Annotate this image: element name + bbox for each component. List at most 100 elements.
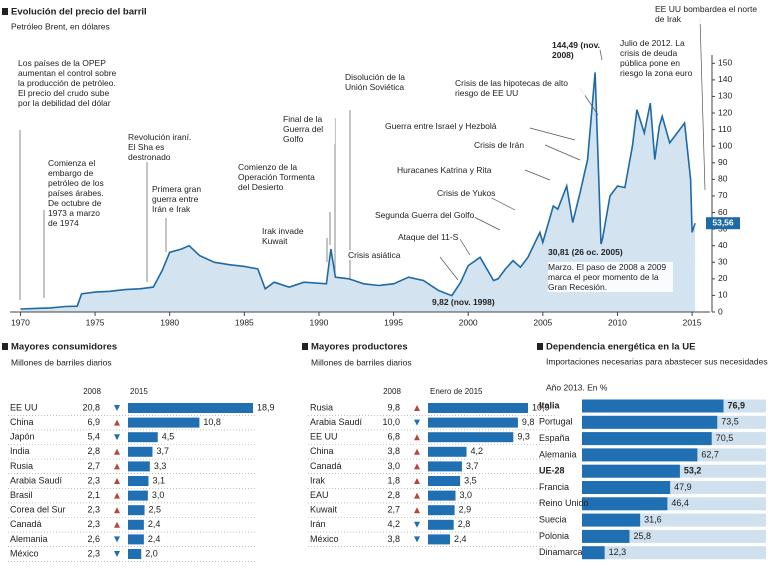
trend-arrow	[114, 463, 120, 470]
leader-line	[699, 17, 706, 191]
leader-line	[529, 127, 576, 141]
bar	[128, 461, 150, 472]
bar	[428, 534, 451, 545]
trend-arrow	[414, 434, 420, 441]
bar	[128, 446, 153, 457]
value-label: 3,8	[387, 534, 400, 544]
value-label: 4,2	[471, 446, 484, 456]
category-label: Irak	[310, 475, 326, 485]
bar	[428, 519, 454, 530]
value-label: 10,8	[203, 417, 221, 427]
y-tick-label: 140	[718, 74, 732, 84]
title-bullet	[302, 343, 308, 350]
y-tick-label: 0	[718, 306, 723, 316]
value-label: 31,6	[644, 514, 662, 524]
annotation: Ataque del 11-S	[398, 232, 460, 242]
bar	[128, 534, 144, 545]
value-label: 2,1	[87, 490, 100, 500]
column-header: 2008	[83, 387, 101, 396]
trend-arrow	[114, 551, 120, 557]
x-tick-label: 1975	[86, 317, 105, 327]
category-label: Francia	[539, 482, 569, 492]
trend-arrow	[114, 448, 120, 455]
leader-line	[524, 169, 551, 181]
category-label: India	[10, 446, 30, 456]
trend-arrow	[414, 405, 420, 411]
bar	[128, 403, 253, 413]
trend-arrow	[414, 448, 420, 455]
bar	[428, 403, 528, 413]
annotation: Los países de la OPEP aumentan el contro…	[18, 58, 123, 108]
title-bullet	[2, 343, 8, 350]
bar	[582, 415, 718, 429]
bar	[582, 464, 680, 478]
bar	[428, 461, 462, 472]
value-label: 18,9	[257, 402, 275, 412]
trend-arrow	[414, 478, 420, 484]
panel-subtitle: Importaciones necesarias para abastecer …	[546, 356, 768, 366]
bar	[582, 513, 641, 527]
annotation: EE UU bombardea el norte de Irak	[655, 4, 767, 24]
bar	[582, 497, 668, 511]
value-label-box	[706, 217, 740, 230]
value-label: 2,3	[87, 475, 100, 485]
trend-arrow	[114, 478, 120, 484]
bar	[582, 546, 605, 560]
leader-line	[459, 238, 471, 256]
value-label: 5,4	[87, 432, 100, 442]
category-label: Alemania	[539, 449, 577, 459]
annotation: 144,49 (nov. 2008)	[552, 40, 601, 60]
bar	[128, 432, 158, 443]
value-label: 2,7	[387, 505, 400, 515]
category-label: Rusia	[310, 402, 333, 412]
y-tick-label: 130	[718, 91, 732, 101]
value-label: 3,0	[387, 461, 400, 471]
annotation: Revolución iraní. El Sha es destronado	[128, 132, 196, 162]
value-label: 3,7	[466, 461, 479, 471]
category-label: Arabia Saudí	[10, 475, 63, 485]
x-tick-label: 2000	[459, 317, 478, 327]
value-label: 2,3	[87, 505, 100, 515]
annotation: Guerra entre Israel y Hezbolá	[385, 121, 527, 131]
panel-title: Evolución del precio del barril	[11, 7, 147, 18]
x-tick-label: 1995	[384, 317, 403, 327]
y-tick-label: 110	[718, 124, 732, 134]
value-label: 9,8	[522, 417, 535, 427]
panel-title: Dependencia energética en la UE	[546, 342, 695, 353]
panel-note: Año 2013. En %	[546, 382, 608, 392]
category-label: Portugal	[539, 417, 573, 427]
value-label: 53,56	[712, 217, 734, 227]
value-label: 9,3	[517, 432, 530, 442]
category-label: España	[539, 433, 570, 443]
value-label: 12,3	[609, 547, 627, 557]
bar	[128, 549, 142, 559]
category-label: China	[10, 417, 34, 427]
bar	[128, 476, 149, 486]
value-label: 2,7	[87, 461, 100, 471]
value-label: 73,5	[721, 417, 739, 427]
category-label: Brasil	[10, 490, 33, 500]
bar	[428, 505, 455, 516]
column-header: Enero de 2015	[430, 387, 483, 396]
category-label: Arabia Saudí	[310, 417, 363, 427]
category-label: EE UU	[310, 432, 338, 442]
bar	[582, 448, 698, 462]
bar-background	[582, 546, 766, 560]
value-label: 70,5	[716, 433, 734, 443]
annotation: Final de la Guerra del Golfo	[283, 114, 335, 144]
value-label: 6,9	[87, 417, 100, 427]
bar	[128, 505, 145, 516]
x-tick-label: 1990	[309, 317, 328, 327]
x-tick-label: 2010	[608, 317, 627, 327]
value-label: 2,8	[387, 490, 400, 500]
category-label: Italia	[539, 400, 561, 410]
value-label: 46,4	[671, 498, 689, 508]
value-label: 3,0	[152, 490, 165, 500]
trend-arrow	[414, 507, 420, 514]
annotation: Crisis de Yukos	[437, 188, 507, 198]
bar	[428, 432, 514, 443]
value-label: 2,0	[145, 548, 158, 558]
value-label: 10,9	[532, 402, 550, 412]
leader-line	[599, 49, 603, 61]
